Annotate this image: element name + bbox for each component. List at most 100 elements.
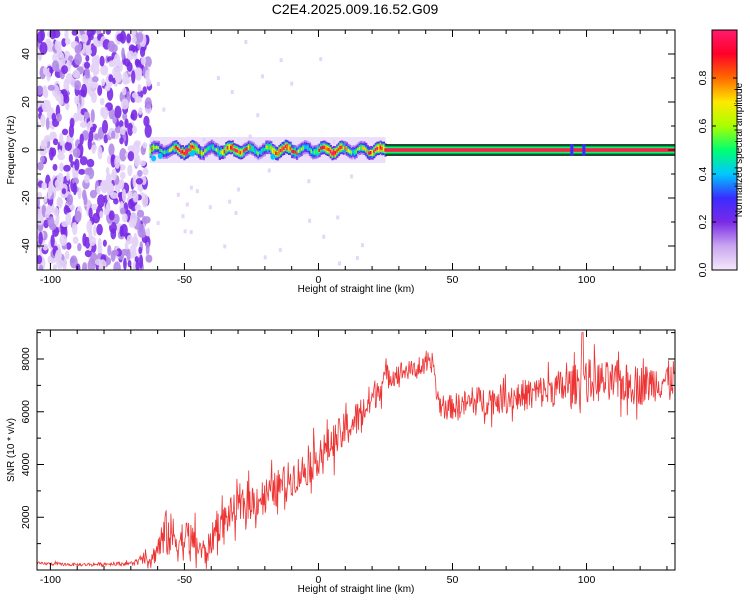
noise-blob <box>142 86 147 95</box>
noise-blob <box>130 30 137 37</box>
carrier-segment <box>329 149 332 154</box>
noise-dot <box>237 187 241 192</box>
snr-frame <box>36 329 676 571</box>
noise-blob <box>132 174 137 188</box>
spectrogram-x-tick-label: 100 <box>578 274 596 286</box>
carrier-segment <box>347 148 350 153</box>
carrier-segment <box>342 146 345 150</box>
carrier-segment <box>267 145 270 150</box>
spectrogram-y-tick-label: 20 <box>20 96 32 108</box>
noise-dot <box>279 58 283 63</box>
carrier-segment <box>365 147 368 152</box>
noise-blob <box>66 172 70 181</box>
noise-blob <box>61 188 67 195</box>
noise-blob <box>113 53 121 68</box>
noise-dot <box>185 202 189 207</box>
noise-dot <box>228 199 232 204</box>
noise-blob <box>82 262 88 270</box>
noise-dot <box>234 210 238 215</box>
spectrogram-y-tick-label: 40 <box>20 48 32 60</box>
carrier-segment <box>315 150 318 154</box>
noise-blob <box>127 122 134 136</box>
noise-blob <box>108 143 115 157</box>
noise-blob <box>91 144 97 151</box>
noise-blob <box>61 128 69 136</box>
noise-blob <box>45 117 50 130</box>
noise-blob <box>108 210 115 221</box>
noise-blob <box>41 99 50 113</box>
carrier-segment <box>228 145 231 149</box>
spectrogram-x-tick-label: -50 <box>177 274 192 286</box>
carrier-segment <box>376 146 379 151</box>
carrier-segment <box>350 151 353 155</box>
noise-blob <box>119 30 127 44</box>
carrier-segment <box>255 150 258 154</box>
noise-blob <box>72 69 80 79</box>
snr-y-tick-label: 8000 <box>20 347 32 371</box>
carrier-segment <box>321 145 324 150</box>
carrier-segment <box>328 148 331 152</box>
carrier-segment <box>241 150 244 155</box>
noise-blob <box>59 234 68 246</box>
noise-blob <box>120 178 125 190</box>
noise-blob <box>56 172 64 186</box>
noise-blob <box>142 216 151 224</box>
noise-blob <box>55 249 62 262</box>
noise-blob <box>122 213 128 223</box>
carrier-segment <box>369 151 373 155</box>
noise-blob <box>63 78 70 92</box>
snr-x-tick-label: -50 <box>177 574 192 586</box>
noise-blob <box>66 136 74 143</box>
carrier-segment <box>149 149 152 153</box>
carrier-segment <box>175 145 178 149</box>
carrier-segment <box>297 149 300 153</box>
colorbar-tick-label: 0.4 <box>697 167 709 182</box>
noise-blob <box>44 209 50 219</box>
noise-dot <box>223 244 227 249</box>
noise-blob <box>111 130 116 139</box>
noise-blob <box>138 254 144 269</box>
carrier-segment <box>167 149 170 153</box>
spectrogram-x-tick-label: 50 <box>447 274 459 286</box>
carrier-segment <box>281 147 284 151</box>
noise-dot <box>248 134 252 139</box>
carrier-segment <box>270 146 273 150</box>
noise-blob <box>133 140 142 147</box>
noise-dot <box>267 168 271 173</box>
noise-dot <box>183 229 187 234</box>
noise-blob <box>102 106 109 120</box>
carrier-segment <box>275 151 278 155</box>
noise-blob <box>144 56 152 68</box>
carrier-segment <box>345 147 349 151</box>
carrier-segment <box>191 144 194 149</box>
noise-blob <box>119 225 124 238</box>
carrier-segment <box>268 145 271 149</box>
noise-blob <box>72 182 78 196</box>
noise-blob <box>108 60 116 68</box>
noise-dot <box>263 255 267 260</box>
noise-blob <box>101 119 109 134</box>
noise-blob <box>69 204 75 211</box>
noise-blob <box>127 259 132 268</box>
noise-blob <box>63 164 71 172</box>
noise-dot <box>336 215 340 220</box>
noise-blob <box>39 41 48 55</box>
noise-dot <box>350 174 354 179</box>
noise-blob <box>105 172 112 185</box>
colorbar-frame <box>711 29 738 271</box>
noise-blob <box>108 74 114 83</box>
carrier-segment <box>292 150 295 154</box>
carrier-segment <box>172 146 175 150</box>
noise-blob <box>91 203 98 211</box>
carrier-segment <box>286 145 289 149</box>
noise-blob <box>71 222 78 236</box>
noise-dot <box>355 256 359 261</box>
spectrogram-y-tick-label: -20 <box>20 190 32 205</box>
carrier-segment <box>220 150 223 154</box>
carrier-segment <box>332 151 336 155</box>
noise-blob <box>98 259 107 270</box>
noise-blob <box>134 58 141 67</box>
carrier-segment <box>199 151 202 155</box>
carrier-segment <box>213 147 217 151</box>
noise-dot <box>319 57 323 62</box>
